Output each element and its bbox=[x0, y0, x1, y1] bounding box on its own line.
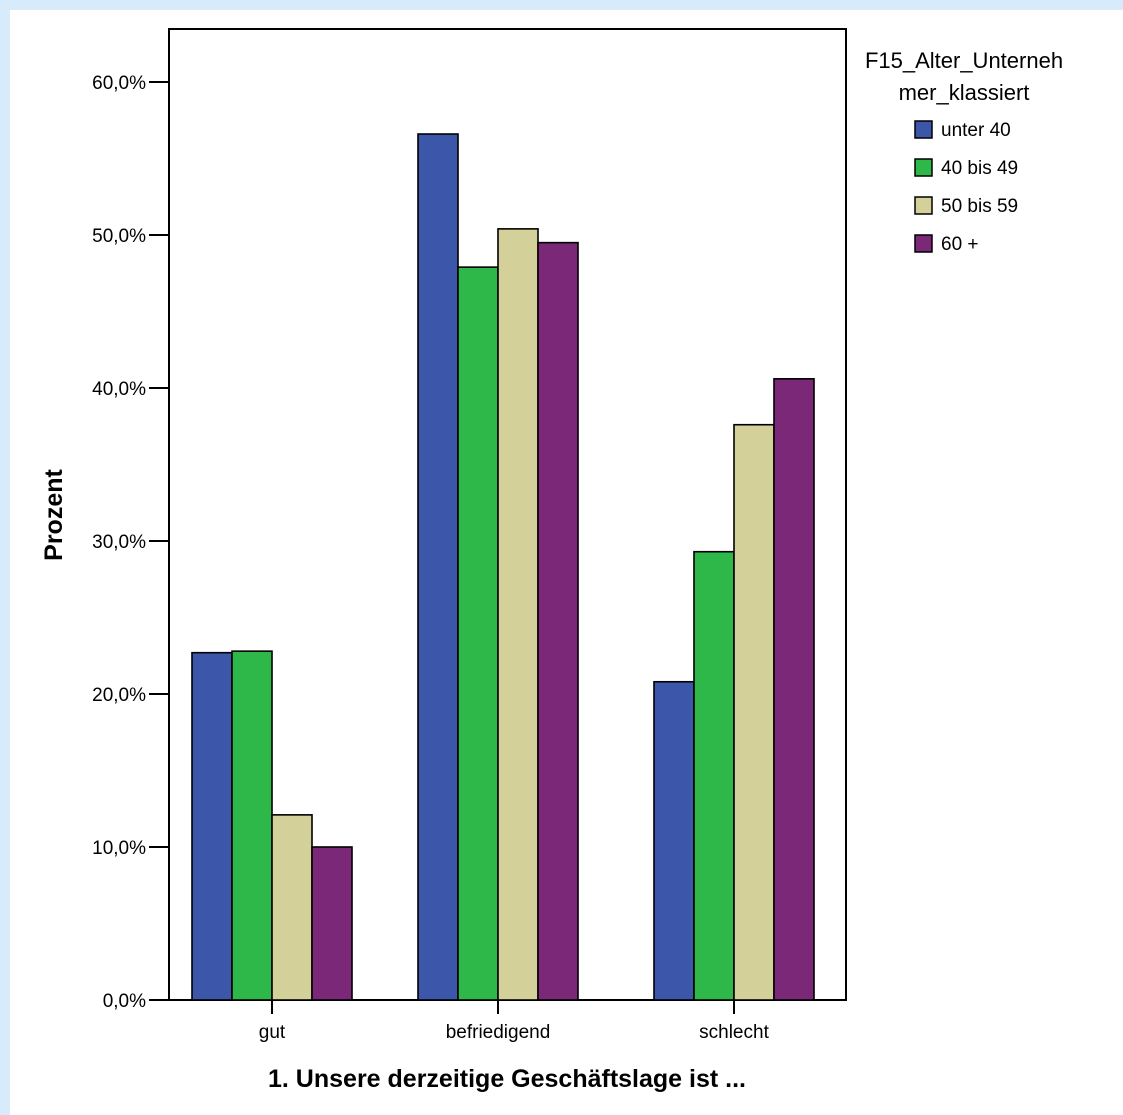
x-tick-label: schlecht bbox=[699, 1022, 769, 1043]
y-axis-title: Prozent bbox=[40, 468, 68, 560]
x-tick-label: gut bbox=[259, 1022, 286, 1043]
legend-label: 40 bis 49 bbox=[941, 158, 1018, 179]
y-tick-label: 0,0% bbox=[103, 991, 146, 1012]
chart-frame: 0,0% 10,0% 20,0% 30,0% 40,0% 50,0% 60,0% gut be… bbox=[10, 10, 1123, 1115]
bar bbox=[497, 228, 539, 1001]
x-axis-title: 1. Unsere derzeitige Geschäftslage ist .… bbox=[268, 1065, 746, 1093]
y-tick-label: 10,0% bbox=[92, 838, 146, 859]
y-tick-label: 60,0% bbox=[92, 73, 146, 94]
bar bbox=[733, 423, 775, 1001]
y-axis: 0,0% 10,0% 20,0% 30,0% 40,0% 50,0% 60,0% bbox=[92, 73, 169, 1012]
bar bbox=[191, 651, 233, 1001]
bar bbox=[653, 680, 695, 1001]
x-axis: gut befriedigend schlecht bbox=[259, 1000, 770, 1043]
y-tick-label: 20,0% bbox=[92, 685, 146, 706]
bar bbox=[537, 241, 579, 1001]
bars bbox=[191, 133, 815, 1001]
y-tick-label: 30,0% bbox=[92, 532, 146, 553]
y-tick-label: 50,0% bbox=[92, 226, 146, 247]
legend-label: unter 40 bbox=[941, 120, 1011, 141]
y-tick-label: 40,0% bbox=[92, 379, 146, 400]
bar bbox=[693, 550, 735, 1001]
bar bbox=[231, 650, 273, 1001]
bar bbox=[271, 814, 313, 1001]
legend-swatch bbox=[914, 158, 933, 177]
bar bbox=[417, 133, 459, 1001]
legend-swatch bbox=[914, 196, 933, 215]
x-tick-label: befriedigend bbox=[446, 1022, 551, 1043]
bar bbox=[457, 266, 499, 1001]
legend-title: mer_klassiert bbox=[899, 80, 1030, 105]
legend-swatch bbox=[914, 234, 933, 253]
bar bbox=[773, 378, 815, 1001]
bar bbox=[311, 846, 353, 1001]
bar-chart: 0,0% 10,0% 20,0% 30,0% 40,0% 50,0% 60,0% gut be… bbox=[40, 28, 1063, 1093]
legend-title: F15_Alter_Unterneh bbox=[865, 48, 1063, 73]
legend-label: 60 + bbox=[941, 234, 979, 255]
legend-swatch bbox=[914, 120, 933, 139]
legend-label: 50 bis 59 bbox=[941, 196, 1018, 217]
